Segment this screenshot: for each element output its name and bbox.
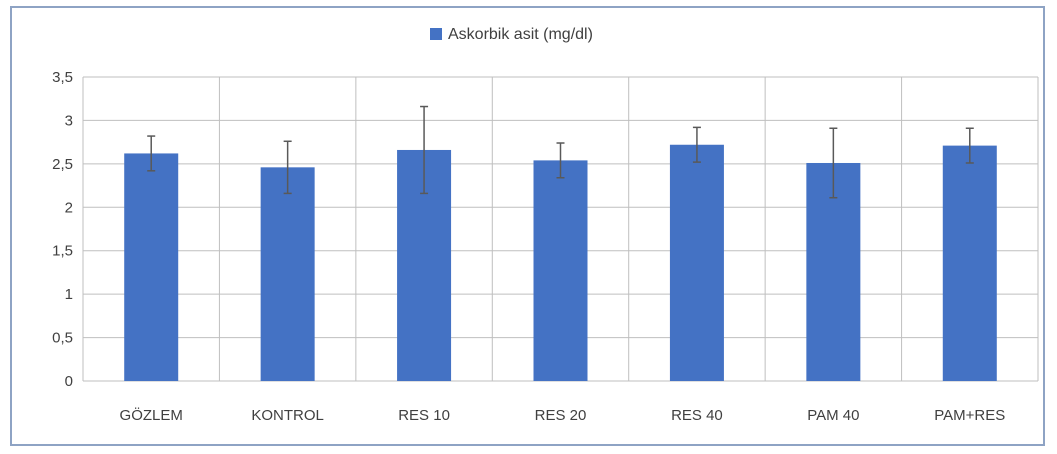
y-tick-label: 0,5: [52, 330, 73, 347]
x-tick-label: GÖZLEM: [120, 406, 183, 424]
bar: [942, 145, 997, 381]
x-tick-label: RES 40: [671, 407, 723, 424]
y-tick-label: 3: [65, 112, 73, 129]
y-tick-label: 2: [65, 199, 73, 216]
x-tick-label: KONTROL: [251, 407, 324, 424]
bars: [124, 144, 997, 381]
y-tick-label: 0: [65, 373, 73, 390]
error-bars: [147, 105, 974, 199]
chart-frame: Askorbik asit (mg/dl) 0 0,5 1 1,5 2 2,5 3 3,5 G…: [10, 6, 1045, 446]
x-tick-label: PAM+RES: [934, 407, 1005, 424]
bar: [124, 153, 179, 381]
y-axis-ticks: 0 0,5 1 1,5 2 2,5 3 3,5: [52, 69, 73, 390]
legend: Askorbik asit (mg/dl): [430, 26, 593, 43]
y-tick-label: 3,5: [52, 69, 73, 86]
bar: [806, 162, 861, 381]
bar: [533, 160, 588, 381]
x-axis-ticks: GÖZLEM KONTROL RES 10 RES 20 RES 40 PAM 40 PAM…: [120, 406, 1006, 424]
bar: [260, 167, 315, 381]
legend-label: Askorbik asit (mg/dl): [448, 26, 593, 43]
bar-chart: Askorbik asit (mg/dl) 0 0,5 1 1,5 2 2,5 3 3,5 G…: [52, 26, 1039, 424]
y-tick-label: 1,5: [52, 243, 73, 260]
x-tick-label: RES 10: [398, 407, 450, 424]
bar: [669, 144, 724, 381]
y-tick-label: 2,5: [52, 156, 73, 173]
legend-swatch: [430, 28, 442, 40]
x-tick-label: PAM 40: [807, 407, 859, 424]
y-tick-label: 1: [65, 286, 73, 303]
x-tick-label: RES 20: [535, 407, 587, 424]
